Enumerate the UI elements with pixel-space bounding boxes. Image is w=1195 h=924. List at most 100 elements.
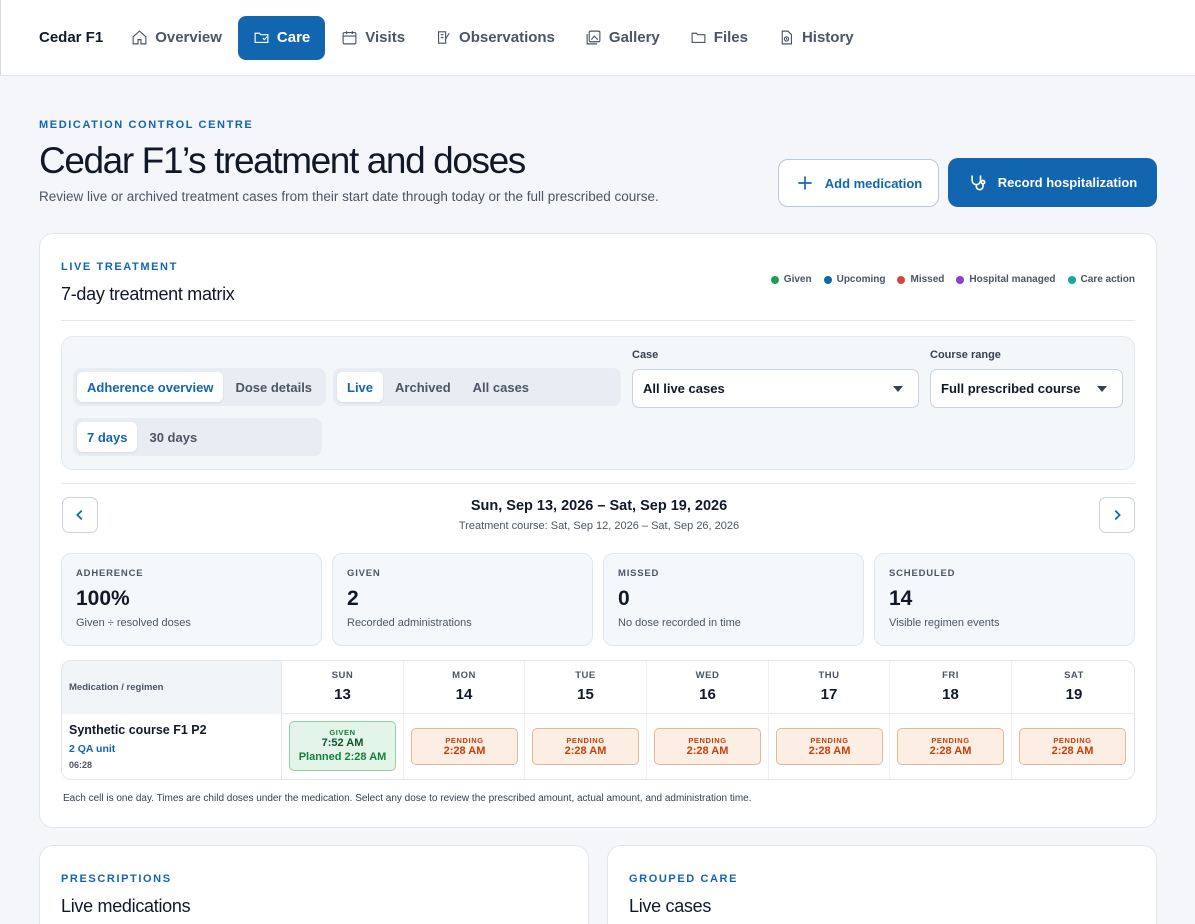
stat-description: Visible regimen events bbox=[889, 617, 1000, 629]
dose-chip-pending[interactable]: PENDING 2:28 AM bbox=[654, 728, 761, 765]
treatment-matrix: Medication / regimen SUN 13 MON 14 TUE 1… bbox=[61, 660, 1135, 780]
treatment-title: 7-day treatment matrix bbox=[61, 284, 235, 304]
dose-time: 2:28 AM bbox=[1051, 745, 1094, 757]
range-toggle: 7 days 30 days bbox=[73, 418, 322, 456]
dose-chip-pending[interactable]: PENDING 2:28 AM bbox=[1019, 728, 1126, 765]
tab-history[interactable]: History bbox=[764, 16, 868, 60]
medication-name: Synthetic course F1 P2 bbox=[69, 723, 207, 737]
previous-week-button[interactable] bbox=[62, 497, 98, 533]
dose-status: PENDING bbox=[445, 736, 484, 745]
toggle-adherence-overview[interactable]: Adherence overview bbox=[77, 372, 224, 402]
day-header-mon: MON 14 bbox=[404, 661, 525, 714]
stat-scheduled: SCHEDULED 14 Visible regimen events bbox=[874, 553, 1135, 646]
dose-status: GIVEN bbox=[329, 728, 356, 737]
divider bbox=[61, 320, 1135, 321]
day-number: 16 bbox=[699, 686, 716, 703]
add-medication-label: Add medication bbox=[824, 175, 923, 191]
stat-description: Given ÷ resolved doses bbox=[76, 617, 191, 629]
dose-chip-pending[interactable]: PENDING 2:28 AM bbox=[411, 728, 518, 765]
gallery-icon bbox=[586, 30, 601, 45]
day-header-thu: THU 17 bbox=[769, 661, 890, 714]
day-cell-wed: PENDING 2:28 AM bbox=[647, 714, 769, 779]
stat-given: GIVEN 2 Recorded administrations bbox=[332, 553, 593, 646]
day-cell-mon: PENDING 2:28 AM bbox=[404, 714, 525, 779]
stat-label: ADHERENCE bbox=[76, 568, 144, 579]
dose-chip-pending[interactable]: PENDING 2:28 AM bbox=[532, 728, 639, 765]
calendar-icon bbox=[342, 31, 357, 45]
add-medication-button[interactable]: Add medication bbox=[778, 159, 939, 207]
stat-missed: MISSED 0 No dose recorded in time bbox=[603, 553, 864, 646]
legend-label: Missed bbox=[910, 274, 945, 285]
legend-label: Upcoming bbox=[836, 274, 886, 285]
legend-item-given: Given bbox=[770, 274, 812, 285]
day-number: 18 bbox=[942, 686, 959, 703]
page-title: Cedar F1’s treatment and doses bbox=[39, 140, 526, 181]
matrix-first-header: Medication / regimen bbox=[62, 661, 282, 714]
upcoming-dot-icon bbox=[823, 275, 832, 284]
legend-label: Hospital managed bbox=[969, 274, 1056, 285]
day-of-week: MON bbox=[452, 670, 476, 681]
treatment-course-range: Treatment course: Sat, Sep 12, 2026 – Sa… bbox=[458, 520, 740, 532]
grouped-care-card: GROUPED CARE Live cases bbox=[607, 845, 1157, 924]
page-subtitle: Review live or archived treatment cases … bbox=[39, 189, 659, 204]
tab-gallery[interactable]: Gallery bbox=[571, 16, 674, 60]
dose-time: 2:28 AM bbox=[443, 745, 486, 757]
date-range: Sun, Sep 13, 2026 – Sat, Sep 19, 2026 bbox=[470, 498, 728, 514]
legend-label: Care action bbox=[1080, 274, 1135, 285]
chevron-down-icon bbox=[1097, 385, 1107, 392]
toggle-archived[interactable]: Archived bbox=[395, 379, 451, 395]
medication-cell[interactable]: Synthetic course F1 P2 2 QA unit 06:28 bbox=[62, 714, 282, 779]
toggle-live[interactable]: Live bbox=[337, 372, 384, 402]
stat-description: No dose recorded in time bbox=[618, 617, 741, 629]
record-hospitalization-button[interactable]: Record hospitalization bbox=[948, 158, 1157, 207]
tab-label: History bbox=[801, 29, 854, 46]
dose-time: 2:28 AM bbox=[929, 745, 972, 757]
day-of-week: SUN bbox=[331, 670, 354, 681]
status-legend: Given Upcoming Missed Hospital managed C… bbox=[770, 274, 1135, 285]
dose-status: PENDING bbox=[566, 736, 605, 745]
chevron-left-icon bbox=[76, 510, 83, 520]
plus-icon bbox=[798, 176, 812, 190]
grouped-care-eyebrow: GROUPED CARE bbox=[629, 873, 739, 885]
tab-visits[interactable]: Visits bbox=[327, 16, 419, 60]
tab-label: Care bbox=[276, 29, 311, 46]
medication-time: 06:28 bbox=[69, 760, 93, 770]
toggle-7-days[interactable]: 7 days bbox=[77, 422, 138, 452]
case-select[interactable]: All live cases bbox=[632, 369, 919, 408]
dose-chip-pending[interactable]: PENDING 2:28 AM bbox=[897, 728, 1004, 765]
course-range-label: Course range bbox=[930, 349, 1001, 361]
course-range-select[interactable]: Full prescribed course bbox=[930, 369, 1123, 408]
matrix-header-row: Medication / regimen SUN 13 MON 14 TUE 1… bbox=[62, 661, 1134, 714]
next-week-button[interactable] bbox=[1099, 497, 1135, 533]
day-of-week: TUE bbox=[575, 670, 596, 681]
tab-observations[interactable]: Observations bbox=[421, 16, 569, 60]
day-header-tue: TUE 15 bbox=[525, 661, 647, 714]
toggle-dose-details[interactable]: Dose details bbox=[235, 379, 313, 395]
day-cell-fri: PENDING 2:28 AM bbox=[890, 714, 1012, 779]
tab-files[interactable]: Files bbox=[676, 16, 762, 60]
toggle-30-days[interactable]: 30 days bbox=[149, 429, 198, 445]
patient-name: Cedar F1 bbox=[39, 29, 104, 46]
treatment-matrix-card: LIVE TREATMENT 7-day treatment matrix Gi… bbox=[39, 233, 1157, 828]
stethoscope-icon bbox=[971, 175, 986, 190]
toggle-all-cases[interactable]: All cases bbox=[472, 379, 530, 395]
stat-label: GIVEN bbox=[347, 568, 381, 579]
day-number: 14 bbox=[455, 686, 473, 703]
dose-chip-pending[interactable]: PENDING 2:28 AM bbox=[776, 728, 883, 765]
dose-chip-given[interactable]: GIVEN 7:52 AM Planned 2:28 AM bbox=[289, 721, 396, 771]
legend-item-missed: Missed bbox=[897, 274, 944, 285]
stat-value: 100% bbox=[76, 587, 130, 610]
day-of-week: FRI bbox=[942, 670, 959, 681]
day-number: 19 bbox=[1065, 686, 1083, 703]
chevron-right-icon bbox=[1114, 510, 1121, 520]
stat-description: Recorded administrations bbox=[347, 617, 472, 629]
chevron-down-icon bbox=[893, 385, 903, 392]
filter-panel: Adherence overview Dose details Live Arc… bbox=[61, 336, 1135, 470]
tab-care[interactable]: Care bbox=[237, 15, 326, 60]
legend-item-hospital-managed: Hospital managed bbox=[956, 274, 1056, 285]
dose-time: 7:52 AM bbox=[321, 737, 364, 749]
tab-overview[interactable]: Overview bbox=[117, 16, 236, 60]
day-cell-sat: PENDING 2:28 AM bbox=[1012, 714, 1134, 779]
care-icon bbox=[254, 32, 269, 44]
prescriptions-eyebrow: PRESCRIPTIONS bbox=[61, 873, 172, 885]
